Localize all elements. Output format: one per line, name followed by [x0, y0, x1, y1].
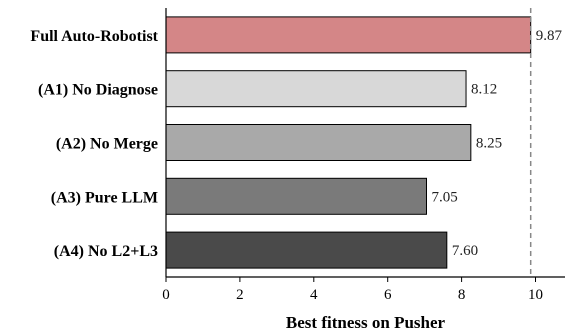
value-label: 8.25: [476, 136, 502, 152]
bar: [165, 231, 448, 269]
category-label: Full Auto-Robotist: [30, 28, 158, 45]
bars-group: [165, 16, 532, 269]
x-tick-label: 6: [384, 287, 392, 303]
x-tick-label: 2: [236, 287, 244, 303]
x-ticks: 0 2 4 6 8 10: [162, 277, 543, 303]
category-label: (A3) Pure LLM: [51, 189, 158, 206]
category-label: (A2) No Merge: [56, 136, 158, 153]
bar: [165, 70, 467, 108]
bar: [165, 124, 472, 161]
x-tick-label: 4: [310, 287, 318, 303]
category-label: (A1) No Diagnose: [38, 82, 158, 99]
bar: [165, 16, 532, 54]
x-tick-label: 0: [162, 287, 170, 303]
value-label: 7.60: [452, 243, 478, 259]
value-label: 8.12: [471, 82, 497, 98]
value-label: 9.87: [536, 28, 563, 44]
value-labels: 9.87 8.12 8.25 7.05 7.60: [431, 28, 562, 259]
x-axis-title: Best fitness on Pusher: [286, 313, 446, 332]
category-label: (A4) No L2+L3: [54, 243, 158, 260]
category-labels: Full Auto-Robotist (A1) No Diagnose (A2) N…: [30, 28, 158, 260]
value-label: 7.05: [431, 189, 457, 205]
bar: [165, 177, 427, 215]
x-tick-label: 10: [528, 287, 543, 303]
x-tick-label: 8: [458, 287, 466, 303]
